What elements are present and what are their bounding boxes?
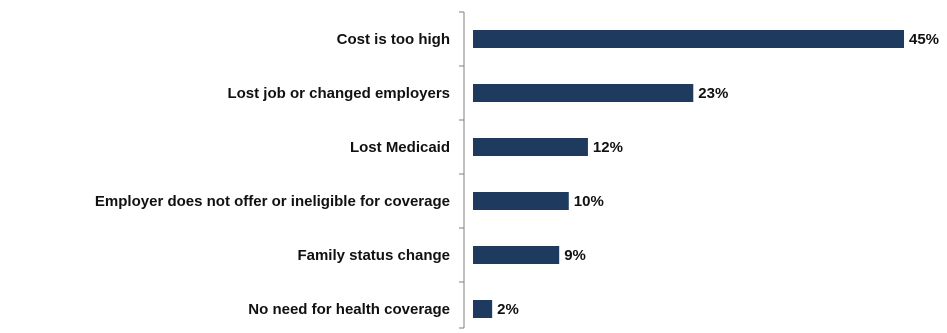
bar-no-need-for-health-coverage (473, 300, 493, 318)
value-label: 9% (564, 247, 586, 264)
bar-lost-medicaid (473, 138, 588, 156)
value-labels: 45% 23% 12% 10% 9% 2% (497, 31, 939, 318)
category-label: Lost Medicaid (350, 139, 450, 156)
value-label: 2% (497, 301, 519, 318)
category-label: Family status change (297, 247, 450, 264)
category-label: Cost is too high (337, 31, 450, 48)
value-label: 12% (593, 139, 623, 156)
value-label: 23% (698, 85, 728, 102)
value-label: 10% (574, 193, 604, 210)
bar-employer-does-not-offer-or-ineligible-for-coverage (473, 192, 569, 210)
value-label: 45% (909, 31, 939, 48)
category-label: Lost job or changed employers (227, 85, 450, 102)
bar-cost-is-too-high (473, 30, 904, 48)
bars-layer (473, 30, 904, 318)
category-label: No need for health coverage (248, 301, 450, 318)
y-axis (459, 11, 465, 329)
category-label: Employer does not offer or ineligible fo… (95, 193, 450, 210)
bar-family-status-change (473, 246, 560, 264)
category-labels: Cost is too high Lost job or changed empl… (95, 31, 450, 318)
bar-lost-job-or-changed-employers (473, 84, 694, 102)
